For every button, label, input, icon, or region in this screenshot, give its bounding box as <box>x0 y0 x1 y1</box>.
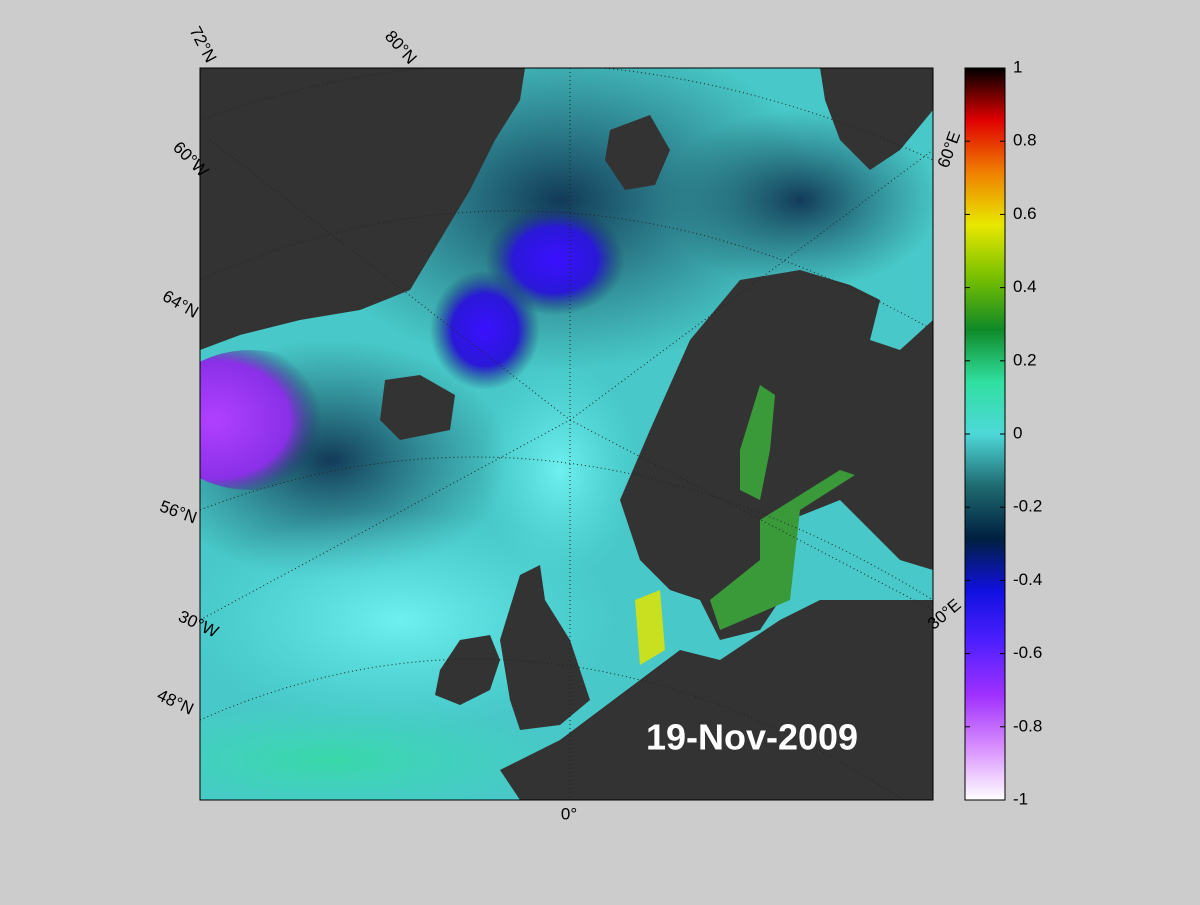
map-area <box>200 68 933 800</box>
map-frame <box>199 67 934 801</box>
iceland <box>380 375 455 440</box>
date-label: 19-Nov-2009 <box>646 717 858 758</box>
colorbar-tick-label: 1 <box>1013 57 1022 76</box>
colorbar-tick-label: 0 <box>1013 423 1022 442</box>
graticule-label: 56°N <box>157 497 199 528</box>
graticule <box>200 68 933 800</box>
ireland <box>435 635 500 705</box>
colorbar-tick-label: -0.2 <box>1013 497 1042 516</box>
scandinavia <box>620 270 933 640</box>
britain <box>500 565 590 730</box>
colorbar-tick-label: 0.4 <box>1013 277 1037 296</box>
graticule-label: 64°N <box>159 286 201 321</box>
graticule-label: 80°N <box>381 27 421 68</box>
colorbar-tick-label: -0.4 <box>1013 570 1042 589</box>
colorbar-tick-label: -1 <box>1013 789 1028 808</box>
colorbar-tick-label: -0.6 <box>1013 643 1042 662</box>
anomaly <box>200 350 340 490</box>
anomaly <box>430 270 540 390</box>
colorbar-tick-label: 0.2 <box>1013 350 1037 369</box>
sea-shade <box>200 700 570 800</box>
graticule-line <box>209 139 571 421</box>
greenland <box>200 68 525 350</box>
baltic <box>710 385 855 630</box>
land <box>200 68 933 800</box>
graticule-label: 60°E <box>934 129 965 170</box>
colorbar-tick-label: 0.8 <box>1013 131 1037 150</box>
graticule-label: 48°N <box>154 685 196 718</box>
graticule-line <box>200 658 905 800</box>
north-sea-coast <box>635 590 665 665</box>
graticule-label: 0° <box>561 804 577 823</box>
continent <box>500 600 933 800</box>
svalbard <box>605 115 670 190</box>
novaya-zemlya <box>820 68 933 170</box>
graticule-line <box>200 456 933 601</box>
sea-shade <box>480 360 640 580</box>
graticule-label: 72°N <box>186 23 221 65</box>
colorbar <box>964 67 1006 801</box>
colorbar-tick-label: -0.8 <box>1013 716 1042 735</box>
graticule-line <box>569 419 933 611</box>
colorbar-tick-label: 0.6 <box>1013 204 1037 223</box>
